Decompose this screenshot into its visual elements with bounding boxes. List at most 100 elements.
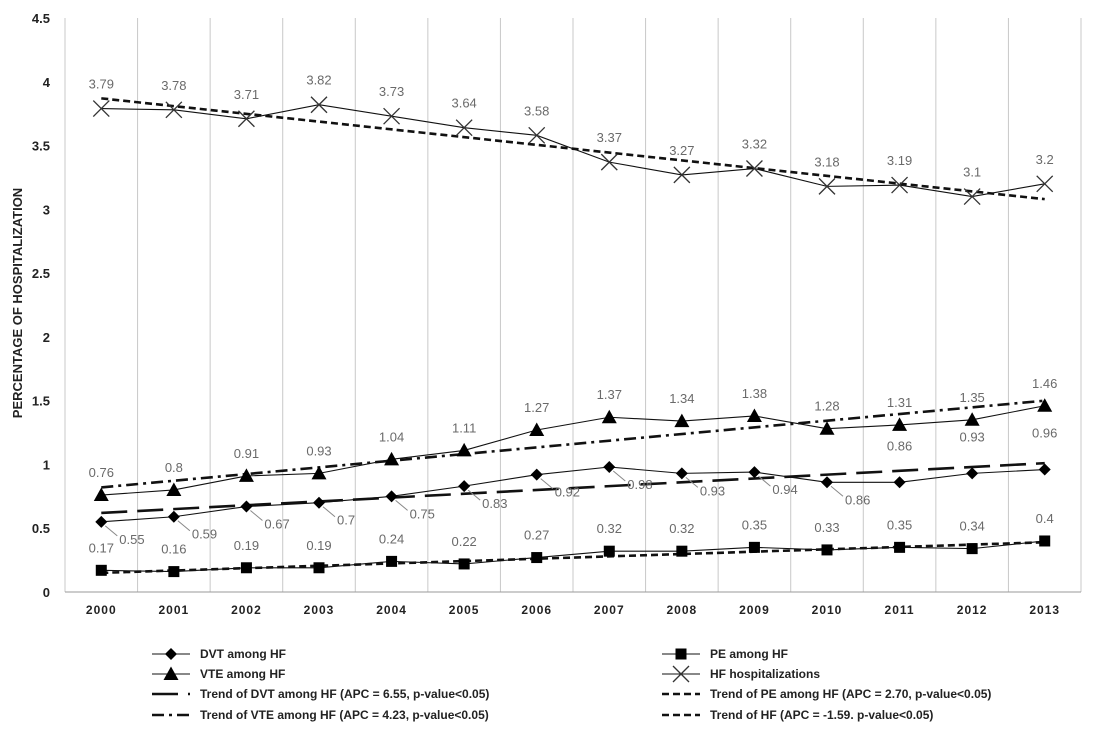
square-marker (1039, 535, 1051, 547)
data-label: 0.4 (1036, 511, 1054, 526)
data-label: 0.32 (597, 521, 622, 536)
label-leader (830, 485, 844, 497)
triangle-marker (892, 417, 908, 431)
triangle-marker (601, 409, 617, 424)
data-label: 0.93 (700, 483, 725, 498)
y-tick-label: 0 (43, 585, 50, 600)
data-label: 0.35 (887, 517, 912, 532)
data-label: 0.33 (814, 520, 839, 535)
x-marker-stroke (745, 160, 763, 177)
triangle-marker (166, 482, 182, 496)
diamond-marker (167, 510, 180, 523)
x-marker (237, 110, 255, 128)
data-label: 0.22 (451, 534, 476, 549)
diamond-marker (966, 467, 979, 480)
data-label: 0.19 (234, 538, 259, 553)
x-marker-stroke (672, 665, 690, 683)
x-marker (1036, 175, 1054, 193)
x-tick-label: 2002 (231, 603, 262, 617)
label-leader (322, 506, 336, 518)
data-label: 1.46 (1032, 376, 1057, 391)
trend-line (101, 461, 1045, 515)
grid-lines (64, 18, 1082, 592)
square-marker (676, 545, 688, 557)
diamond-marker (748, 466, 761, 479)
data-label: 0.92 (555, 485, 580, 500)
triangle-marker (384, 451, 400, 466)
data-label: 0.19 (306, 538, 331, 553)
legend-item: Trend of VTE among HF (APC = 4.23, p-val… (152, 708, 489, 722)
x-marker (672, 665, 690, 683)
data-label: 0.32 (669, 521, 694, 536)
y-tick-label: 3.5 (32, 139, 50, 154)
square-marker (966, 543, 978, 555)
triangle-marker (529, 422, 545, 437)
x-marker-stroke (92, 100, 110, 118)
data-label: 3.32 (742, 137, 767, 152)
triangle-marker (311, 465, 327, 480)
square-marker (168, 566, 180, 578)
x-tick-label: 2003 (304, 603, 335, 617)
data-label: 0.98 (627, 477, 652, 492)
square-marker (821, 544, 833, 556)
legend-label: Trend of VTE among HF (APC = 4.23, p-val… (200, 708, 489, 722)
data-label: 3.27 (669, 143, 694, 158)
triangle-marker (163, 666, 179, 680)
legend-item: DVT among HF (152, 647, 286, 661)
label-leader (177, 520, 191, 532)
triangle-marker (93, 487, 109, 502)
data-label: 0.86 (845, 492, 870, 507)
diamond-marker (1038, 463, 1051, 476)
legend-label: HF hospitalizations (710, 667, 820, 681)
data-label: 1.34 (669, 391, 694, 406)
legend-item: Trend of PE among HF (APC = 2.70, p-valu… (662, 687, 991, 701)
data-label: 1.28 (814, 399, 839, 414)
data-label: 3.64 (451, 96, 476, 111)
data-label: 0.94 (772, 482, 797, 497)
data-label: 0.93 (959, 429, 984, 444)
y-tick-label: 0.5 (32, 521, 50, 536)
triangle-marker (746, 408, 762, 422)
x-tick-label: 2000 (86, 603, 117, 617)
data-label: 0.7 (337, 513, 355, 528)
data-label: 3.37 (597, 130, 622, 145)
data-label: 0.17 (89, 540, 114, 555)
triangle-marker (1037, 398, 1053, 412)
x-marker-stroke (528, 126, 546, 144)
square-marker (603, 545, 615, 557)
x-marker-stroke (455, 119, 473, 137)
series-line (101, 405, 1045, 496)
label-leader (540, 478, 554, 490)
diamond-marker (165, 648, 177, 660)
x-marker (455, 119, 473, 137)
square-marker (531, 552, 543, 564)
x-marker (165, 101, 183, 119)
label-leader (612, 470, 626, 482)
x-tick-label: 2005 (449, 603, 480, 617)
square-marker (458, 558, 470, 570)
data-label: 3.58 (524, 103, 549, 118)
series-line (101, 540, 1045, 573)
data-label: 3.79 (89, 77, 114, 92)
data-label: 1.31 (887, 395, 912, 410)
diamond-marker (95, 515, 108, 528)
data-label: 0.86 (887, 438, 912, 453)
series-square (95, 535, 1051, 578)
series-line (101, 466, 1045, 523)
data-label: 0.8 (165, 460, 183, 475)
label-leader (685, 476, 699, 488)
triangle-marker (964, 412, 980, 426)
x-marker (963, 188, 981, 206)
legend-item: HF hospitalizations (662, 665, 820, 683)
data-label: 0.91 (234, 446, 259, 461)
legend-label: Trend of PE among HF (APC = 2.70, p-valu… (710, 687, 991, 701)
x-tick-label: 2013 (1029, 603, 1060, 617)
square-marker (748, 541, 760, 553)
series-triangle (93, 398, 1053, 502)
diamond-marker (675, 467, 688, 480)
x-marker-stroke (165, 101, 183, 119)
x-tick-label: 2011 (885, 603, 915, 617)
data-label: 1.37 (597, 387, 622, 402)
trend-line (101, 399, 1045, 489)
data-label: 0.34 (959, 519, 984, 534)
